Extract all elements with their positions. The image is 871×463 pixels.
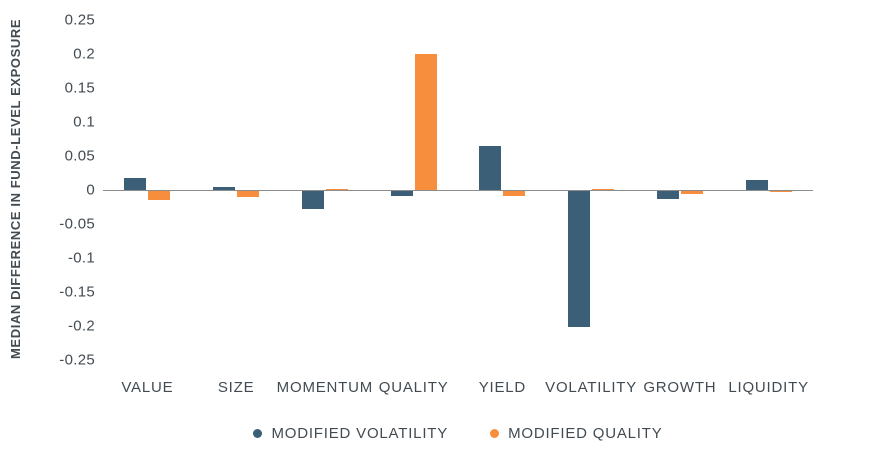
bar-value-modified-volatility: [124, 177, 147, 190]
category-label-size: SIZE: [217, 379, 255, 396]
y-tick-label: 0.15: [64, 79, 95, 97]
category-label-liquidity: LIQUIDITY: [728, 379, 809, 396]
bar-yield-modified-volatility: [479, 145, 502, 190]
y-axis-tick-labels: 0.25 0.2 0.15 0.1 0.05 0 -0.05 -0.1 -0.15 -0.2 -0.…: [0, 12, 95, 369]
category-label-volatility: VOLATILITY: [545, 379, 638, 396]
bar-value-modified-quality: [148, 191, 171, 200]
y-tick-label: 0.25: [64, 11, 95, 29]
bar-volatility-modified-volatility: [568, 191, 591, 327]
bar-volatility-modified-quality: [592, 188, 615, 190]
legend-dot-icon: [490, 429, 500, 438]
category-label-momentum: MOMENTUM: [276, 379, 374, 396]
legend-item-modified-volatility: MODIFIED VOLATILITY: [253, 425, 448, 442]
y-tick-label: 0.2: [73, 45, 95, 63]
legend: MODIFIED VOLATILITY MODIFIED QUALITY: [103, 425, 813, 442]
bar-yield-modified-quality: [503, 191, 526, 197]
legend-dot-icon: [253, 429, 263, 438]
y-tick-label: -0.25: [59, 351, 95, 369]
y-tick-label: -0.05: [59, 215, 95, 233]
legend-label: MODIFIED QUALITY: [508, 425, 663, 442]
category-label-value: VALUE: [121, 379, 174, 396]
bar-liquidity-modified-volatility: [745, 180, 768, 190]
bar-size-modified-quality: [237, 191, 260, 198]
legend-label: MODIFIED VOLATILITY: [271, 425, 449, 442]
y-tick-label: -0.15: [59, 283, 95, 301]
bar-momentum-modified-volatility: [301, 191, 324, 209]
bar-quality-modified-volatility: [390, 191, 413, 196]
bar-liquidity-modified-quality: [769, 191, 792, 193]
category-label-quality: QUALITY: [378, 379, 449, 396]
bar-growth-modified-quality: [680, 191, 703, 195]
bar-momentum-modified-quality: [325, 188, 348, 190]
bar-size-modified-volatility: [213, 186, 236, 190]
zero-axis-line: [103, 190, 813, 191]
y-tick-label: -0.2: [67, 317, 95, 335]
bar-quality-modified-quality: [414, 54, 437, 190]
category-label-yield: YIELD: [478, 379, 527, 396]
bar-growth-modified-volatility: [656, 191, 679, 200]
category-label-growth: GROWTH: [643, 379, 717, 396]
x-axis-category-labels: VALUE SIZE MOMENTUM QUALITY YIELD VOLATILITY G…: [103, 379, 813, 399]
y-tick-label: -0.1: [67, 249, 95, 267]
y-tick-label: 0.1: [73, 113, 95, 131]
y-tick-label: 0: [86, 181, 95, 199]
y-tick-label: 0.05: [64, 147, 95, 165]
legend-item-modified-quality: MODIFIED QUALITY: [490, 425, 662, 442]
plot-area: [103, 20, 813, 360]
